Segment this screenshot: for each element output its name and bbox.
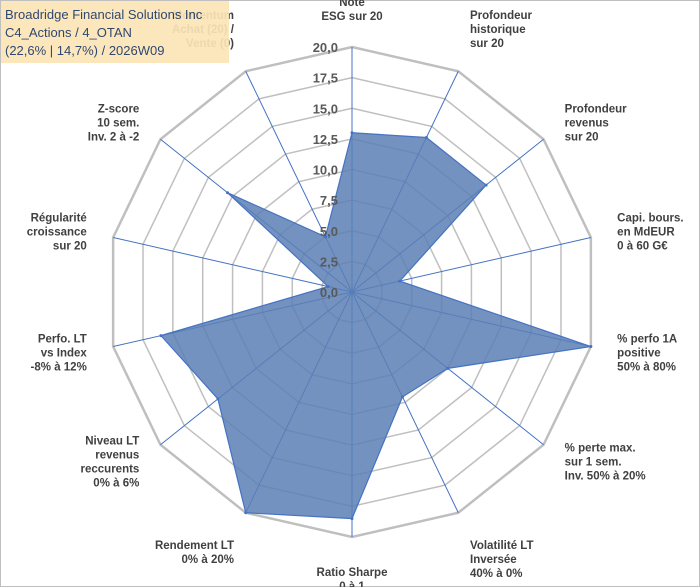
axis-label: Inv. 50% à 20%	[565, 471, 646, 483]
axis-label: positive	[617, 348, 660, 360]
axis-label: Inversée	[470, 554, 517, 566]
axis-label: 0 à 60 G€	[617, 240, 668, 252]
axis-label: Inv. 2 à -2	[88, 131, 140, 143]
tick-label: 15,0	[313, 101, 338, 116]
data-point	[350, 131, 354, 135]
axis-label: 40% à 0%	[470, 568, 522, 580]
axis-label: Note	[339, 0, 365, 9]
axis-label: Volatilité LT	[470, 540, 533, 552]
axis-label: sur 1 sem.	[565, 457, 622, 469]
period-label: (22,6% | 14,7%) / 2026W09	[5, 43, 165, 58]
portfolio-label: C4_Actions / 4_OTAN	[5, 25, 132, 40]
data-point	[589, 345, 593, 349]
axis-label: -8% à 12%	[31, 362, 87, 374]
tick-label: 17,5	[313, 71, 338, 86]
title-box: Broadridge Financial Solutions Inc C4_Ac…	[1, 1, 229, 63]
axis-label: croissance	[27, 226, 87, 238]
axis-label: revenus	[565, 117, 609, 129]
axis-label: 0 à 1	[339, 581, 365, 587]
data-point	[159, 334, 163, 338]
tick-label: 20,0	[313, 40, 338, 55]
data-point	[400, 395, 404, 399]
axis-label: Rendement LT	[155, 540, 234, 552]
axis-label: Ratio Sharpe	[317, 567, 388, 579]
axis-label: Capi. bours.	[617, 212, 683, 224]
axis-label: ESG sur 20	[321, 11, 382, 23]
axis-label: 0% à 20%	[182, 554, 234, 566]
axis-label: Perfo. LT	[38, 334, 87, 346]
data-point	[244, 511, 248, 515]
tick-label: 0,0	[320, 285, 338, 300]
tick-label: 7,5	[320, 193, 338, 208]
axis-label: vs Index	[41, 348, 88, 360]
tick-label: 10,0	[313, 163, 338, 178]
axis-label: Profondeur	[470, 10, 532, 22]
axis-label: en MdEUR	[617, 226, 675, 238]
axis-label: Z-score	[98, 103, 140, 115]
data-point	[350, 517, 354, 521]
data-point	[398, 279, 402, 283]
axis-label: sur 20	[470, 38, 504, 50]
axis-label: reccurents	[81, 464, 140, 476]
axis-label: Profondeur	[565, 103, 627, 115]
axis-label: 50% à 80%	[617, 362, 676, 374]
axis-label: sur 20	[53, 240, 87, 252]
data-point	[225, 191, 229, 195]
axis-label: % perfo 1A	[617, 334, 677, 346]
data-point	[484, 183, 488, 187]
data-point	[424, 135, 428, 139]
axis-label: revenus	[95, 450, 139, 462]
axis-label: sur 20	[565, 131, 599, 143]
data-point	[326, 285, 330, 289]
axis-label: 0% à 6%	[93, 478, 139, 490]
company-name: Broadridge Financial Solutions Inc	[5, 7, 203, 22]
axis-label: % perte max.	[565, 443, 636, 455]
tick-label: 5,0	[320, 224, 338, 239]
radar-tick-labels: 0,0 2,5 5,0 7,5 10,0 12,5 15,0 17,5 20,0	[313, 40, 338, 300]
data-point	[446, 366, 450, 370]
radar-series	[159, 131, 593, 521]
axis-label: Régularité	[31, 212, 87, 224]
axis-label: Niveau LT	[85, 436, 139, 448]
data-point	[216, 397, 220, 401]
axis-spoke	[113, 236, 353, 293]
tick-label: 2,5	[320, 254, 338, 269]
axis-label: historique	[470, 24, 526, 36]
axis-label: 10 sem.	[97, 117, 139, 129]
tick-label: 12,5	[313, 132, 338, 147]
data-point	[323, 235, 327, 239]
